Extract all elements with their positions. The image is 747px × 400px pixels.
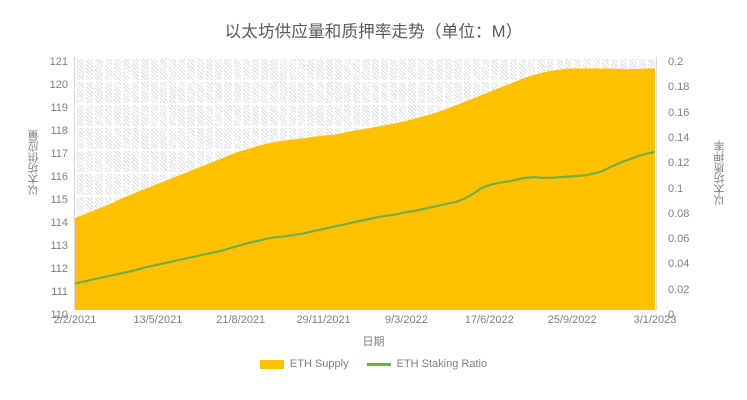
x-axis-tick: 3/1/2023 (633, 314, 677, 326)
y-axis-right-tick: 0 (668, 309, 675, 321)
y-axis-right-tick: 0.18 (668, 81, 690, 94)
y-axis-right-tick: 0.14 (668, 131, 690, 144)
x-axis-tick: 2/2/2021 (53, 314, 97, 326)
legend-label-eth-staking-ratio: ETH Staking Ratio (396, 358, 488, 370)
y-axis-left-tick: 113 (50, 240, 68, 252)
y-axis-left-tick: 119 (50, 102, 68, 114)
y-axis-left-tick: 116 (50, 171, 68, 183)
chart-legend: ETH Supply ETH Staking Ratio (0, 358, 747, 370)
y-axis-left-tick: 121 (49, 56, 68, 68)
y-axis-right-tick: 0.16 (668, 106, 690, 119)
x-axis-tick: 9/3/2022 (385, 314, 428, 326)
legend-label-eth-supply: ETH Supply (289, 358, 349, 370)
line-swatch-icon (366, 362, 391, 366)
y-axis-right-ticks: 0.2 0.18 0.16 0.14 0.12 0.1 0.08 0.06 0.04 0.02 0 (668, 52, 704, 321)
chart-title: 以太坊供应量和质押率走势（单位：M） (224, 23, 523, 41)
y-axis-left-tick: 115 (50, 194, 68, 206)
series-layer (75, 68, 655, 310)
legend-item-eth-staking-ratio[interactable]: ETH Staking Ratio (366, 358, 488, 370)
y-axis-left-tick: 114 (50, 217, 68, 229)
legend-item-eth-supply[interactable]: ETH Supply (259, 358, 349, 370)
y-axis-right-tick: 0.12 (668, 157, 690, 170)
y-axis-right-tick: 0.02 (668, 283, 690, 296)
right-axis-line (656, 57, 657, 310)
x-axis-tick: 21/8/2021 (216, 314, 266, 326)
x-axis-tick: 17/6/2022 (464, 314, 514, 326)
y-axis-left-tick: 118 (50, 125, 68, 137)
eth-staking-ratio-line (75, 150, 655, 285)
y-axis-right-tick: 0.06 (668, 233, 690, 246)
y-axis-left-tick: 112 (50, 263, 68, 275)
x-axis-title: 日期 (362, 336, 385, 348)
y-axis-right-tick: 0.04 (668, 258, 690, 271)
area-swatch-icon (259, 359, 284, 369)
y-axis-left-tick: 110 (50, 309, 68, 321)
y-axis-left-ticks: 121 120 119 118 117 116 115 114 113 112 111 110 (40, 52, 68, 321)
y-axis-right-title: 以太坊质押率 (714, 140, 726, 206)
y-axis-right-tick: 0.2 (668, 56, 684, 68)
y-axis-right-tick: 0.08 (668, 207, 690, 220)
x-axis-tick: 25/9/2022 (547, 314, 597, 326)
y-axis-left-tick: 120 (49, 79, 68, 91)
plot-area (75, 57, 655, 310)
x-axis-tick: 29/11/2021 (296, 314, 351, 326)
y-axis-right-tick: 0.1 (668, 182, 684, 195)
y-axis-left-tick: 111 (51, 286, 68, 298)
eth-supply-area (75, 68, 655, 310)
y-axis-left-tick: 117 (50, 148, 68, 160)
x-axis-ticks: 2/2/2021 13/5/2021 21/8/2021 29/11/2021 9/3/… (54, 314, 677, 330)
x-axis-tick: 13/5/2021 (133, 314, 183, 326)
left-axis-line (74, 57, 75, 310)
